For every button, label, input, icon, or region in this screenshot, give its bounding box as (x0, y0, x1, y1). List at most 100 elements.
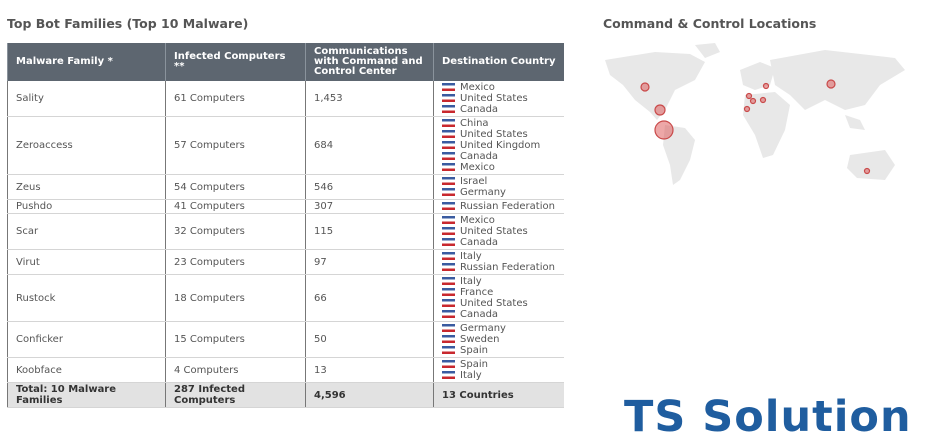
country-name: United States (460, 93, 528, 104)
flag-icon (442, 202, 455, 210)
flag-icon (442, 277, 455, 285)
flag-icon (442, 105, 455, 113)
flag-icon (442, 324, 455, 332)
country: Russian Federation (442, 201, 556, 212)
column-header: Infected Computers ** (165, 43, 306, 81)
flag-icon (442, 346, 455, 354)
country: Germany (442, 187, 556, 198)
country-name: United Kingdom (460, 140, 541, 151)
country-name: United States (460, 226, 528, 237)
country: Mexico (442, 82, 556, 93)
country-name: Italy (460, 370, 482, 381)
cell: 41 Computers (165, 199, 306, 214)
country-cell: Mexico United States Canada (433, 81, 564, 117)
flag-icon (442, 227, 455, 235)
country: China (442, 118, 556, 129)
total-cell: 13 Countries (433, 382, 564, 408)
cell: 115 (305, 213, 434, 250)
cell: 61 Computers (165, 81, 306, 117)
cell: Conficker (7, 321, 166, 358)
country: Germany (442, 323, 556, 334)
flag-icon (442, 188, 455, 196)
country: Sweden (442, 334, 556, 345)
country-name: Canada (460, 104, 499, 115)
country: United States (442, 298, 556, 309)
cell: Rustock (7, 274, 166, 322)
country-name: Sweden (460, 334, 500, 345)
map-title: Command & Control Locations (603, 16, 817, 31)
flag-icon (442, 252, 455, 260)
country: Canada (442, 151, 556, 162)
country-name: United States (460, 129, 528, 140)
flag-icon (442, 141, 455, 149)
flag-icon (442, 310, 455, 318)
column-header: Malware Family * (7, 43, 166, 81)
flag-icon (442, 335, 455, 343)
flag-icon (442, 152, 455, 160)
flag-icon (442, 119, 455, 127)
cell: Zeroaccess (7, 116, 166, 175)
country: United States (442, 93, 556, 104)
flag-icon (442, 263, 455, 271)
total-row: Total: 10 Malware Families 287 Infected C… (7, 382, 564, 408)
flag-icon (442, 130, 455, 138)
flag-icon (442, 163, 455, 171)
table-body: Sality 61 Computers 1,453 Mexico United Stat… (7, 81, 564, 408)
cell: Virut (7, 249, 166, 275)
country-name: Russian Federation (460, 262, 555, 273)
country-cell: Russian Federation (433, 199, 564, 214)
country-cell: China United States United Kingdom Canada Me… (433, 116, 564, 175)
country-name: Canada (460, 151, 499, 162)
cell: Sality (7, 81, 166, 117)
country-name: Germany (460, 323, 506, 334)
cell: Koobface (7, 357, 166, 383)
country: United States (442, 226, 556, 237)
country-name: Canada (460, 309, 499, 320)
column-header: Destination Country (433, 43, 564, 81)
flag-icon (442, 360, 455, 368)
malware-table: Malware Family * Infected Computers ** Com… (7, 43, 564, 408)
flag-icon (442, 177, 455, 185)
cell: 57 Computers (165, 116, 306, 175)
table-row: Rustock 18 Computers 66 Italy France United S… (7, 274, 564, 322)
cell: Zeus (7, 174, 166, 200)
table-row: Sality 61 Computers 1,453 Mexico United Stat… (7, 81, 564, 117)
table-row: Virut 23 Computers 97 Italy Russian Federati… (7, 249, 564, 275)
country-cell: Israel Germany (433, 174, 564, 200)
country: United Kingdom (442, 140, 556, 151)
table-row: Zeus 54 Computers 546 Israel Germany (7, 174, 564, 200)
table-row: Pushdo 41 Computers 307 Russian Federation (7, 199, 564, 214)
country-name: Spain (460, 359, 488, 370)
country: Russian Federation (442, 262, 556, 273)
flag-icon (442, 238, 455, 246)
country-name: China (460, 118, 489, 129)
country: Canada (442, 104, 556, 115)
country: Canada (442, 237, 556, 248)
cell: 54 Computers (165, 174, 306, 200)
table-row: Scar 32 Computers 115 Mexico United States Ca… (7, 213, 564, 250)
flag-icon (442, 83, 455, 91)
country: France (442, 287, 556, 298)
column-header: Communications with Command and Control … (305, 43, 434, 81)
country-name: Russian Federation (460, 201, 555, 212)
country: Israel (442, 176, 556, 187)
world-map (605, 43, 905, 185)
country-name: Italy (460, 251, 482, 262)
country: Mexico (442, 162, 556, 173)
country-name: United States (460, 298, 528, 309)
cell: 32 Computers (165, 213, 306, 250)
cell: 15 Computers (165, 321, 306, 358)
country: Spain (442, 345, 556, 356)
cell: 684 (305, 116, 434, 175)
cell: 18 Computers (165, 274, 306, 322)
flag-icon (442, 288, 455, 296)
table-row: Conficker 15 Computers 50 Germany Sweden Spai… (7, 321, 564, 358)
total-cell: Total: 10 Malware Families (7, 382, 166, 408)
country-name: Germany (460, 187, 506, 198)
flag-icon (442, 371, 455, 379)
country: Canada (442, 309, 556, 320)
cell: 66 (305, 274, 434, 322)
header-row: Malware Family * Infected Computers ** Com… (7, 43, 564, 81)
cell: 307 (305, 199, 434, 214)
